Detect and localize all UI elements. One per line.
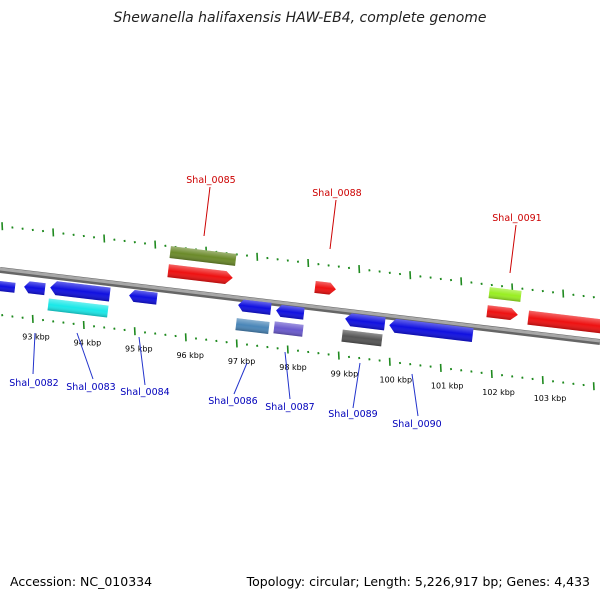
label-shal-0086[interactable]: Shal_0086 (208, 396, 257, 407)
leader-shal-0085 (203, 186, 211, 237)
feature-shading (273, 321, 304, 337)
kbp-tick-label: 93 kbp (22, 332, 50, 341)
feature-shading (341, 329, 383, 347)
label-shal-0088[interactable]: Shal_0088 (312, 188, 361, 199)
inner-ruler: 93 kbp 94 kbp 95 kbp 96 kbp 97 kbp 98 kbp 99 k… (1, 314, 595, 403)
feature-shading (486, 305, 518, 321)
feature-shal-0091[interactable] (486, 305, 518, 321)
feature-shal-0082[interactable] (23, 281, 46, 296)
feature-shading (169, 246, 237, 266)
feature-shal-0086[interactable] (237, 299, 272, 315)
feature-shading (276, 304, 305, 320)
leader-shal-0090 (411, 373, 419, 417)
genome-backbone (0, 267, 600, 345)
kbp-tick-label: 102 kbp (482, 388, 515, 397)
label-shal-0091[interactable]: Shal_0091 (492, 213, 541, 224)
feature-shal-0089[interactable] (344, 313, 386, 331)
label-shal-0085[interactable]: Shal_0085 (186, 175, 235, 186)
leader-shal-0089 (352, 362, 361, 409)
leader-shal-0088 (329, 199, 337, 250)
accession-text: Accession: NC_010334 (10, 574, 152, 589)
feature-shal-0091-upper[interactable] (488, 287, 522, 302)
feature-shal-0084[interactable] (128, 289, 158, 305)
label-shal-0089[interactable]: Shal_0089 (328, 409, 377, 420)
label-shal-0090[interactable]: Shal_0090 (392, 419, 441, 430)
leader-shal-0084 (138, 336, 146, 386)
leader-shal-0091 (509, 224, 517, 274)
feature-shal-0083b[interactable] (47, 298, 109, 318)
feature-shading (238, 299, 272, 315)
kbp-tick-label: 100 kbp (379, 376, 412, 385)
kbp-tick-label: 94 kbp (74, 339, 102, 348)
label-shal-0087[interactable]: Shal_0087 (265, 402, 314, 413)
leader-shal-0083 (76, 332, 94, 380)
feature-shading (50, 281, 111, 302)
feature-shading (389, 318, 474, 343)
kbp-tick-label: 96 kbp (176, 351, 204, 360)
feature-shading (24, 281, 46, 296)
kbp-tick-label: 101 kbp (431, 382, 464, 391)
kbp-tick-label: 97 kbp (228, 357, 256, 366)
map-title: Shewanella halifaxensis HAW-EB4, complet… (113, 10, 486, 26)
kbp-tick-label: 99 kbp (331, 369, 359, 378)
feature-shading (235, 318, 270, 334)
feature-shading (345, 313, 386, 331)
leader-shal-0087 (284, 351, 291, 400)
feature-shading (167, 264, 233, 285)
feature-shading (527, 310, 600, 335)
leader-shal-0082 (32, 332, 36, 375)
feature-shal-0089b[interactable] (341, 329, 383, 347)
feature-shal-0083[interactable] (49, 280, 111, 302)
feature-shal-0086b[interactable] (235, 318, 270, 334)
feature-shading (47, 298, 109, 318)
label-shal-0082[interactable]: Shal_0082 (9, 378, 58, 389)
kbp-tick-label: 98 kbp (279, 363, 307, 372)
leader-shal-0086 (233, 362, 248, 395)
feature-shal-0092[interactable] (527, 310, 600, 335)
feature-shal-0088[interactable] (314, 280, 336, 295)
feature-shading (488, 287, 522, 302)
kbp-tick-label: 103 kbp (534, 394, 567, 403)
feature-shading (314, 280, 336, 295)
gene-labels: Shal_0085 Shal_0088 Shal_0091 Shal_0082 … (9, 175, 541, 430)
feature-shal-0085[interactable] (167, 264, 233, 285)
feature-shal-0087[interactable] (275, 304, 305, 320)
gene-features (0, 246, 600, 347)
feature-shading (0, 280, 16, 293)
label-shal-0084[interactable]: Shal_0084 (120, 387, 169, 398)
feature-shal-0090[interactable] (388, 318, 474, 343)
feature-shal-0085-upper[interactable] (169, 246, 237, 266)
feature-shal-0081[interactable] (0, 280, 16, 293)
feature-shading (129, 289, 158, 305)
genome-summary-text: Topology: circular; Length: 5,226,917 bp… (246, 574, 590, 589)
kbp-tick-label: 95 kbp (125, 345, 153, 354)
feature-shal-0087b[interactable] (273, 321, 304, 337)
label-shal-0083[interactable]: Shal_0083 (66, 382, 115, 393)
label-leaders (32, 186, 517, 417)
